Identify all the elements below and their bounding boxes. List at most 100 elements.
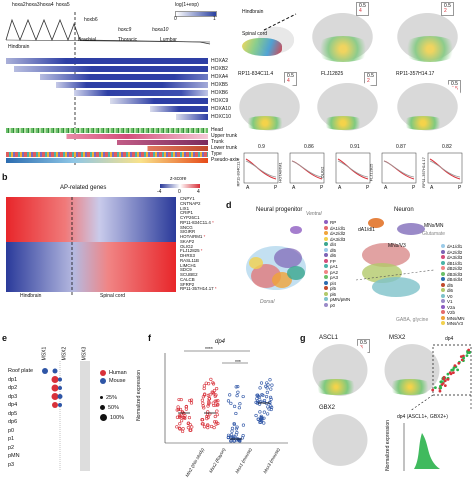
data-point [186, 426, 190, 430]
legend-swatch [441, 282, 445, 287]
dotplot [42, 361, 90, 471]
size-legend-item: 25% [100, 393, 127, 403]
data-point [214, 420, 218, 424]
panel-f-ylabel: Normalized expression [135, 370, 142, 421]
data-point [262, 399, 267, 403]
hox-gene-1: hoxa3 [26, 2, 40, 8]
data-point [265, 386, 269, 390]
data-point [269, 407, 273, 412]
dorsal-label: Dorsal [260, 299, 275, 305]
dot [52, 368, 58, 374]
data-point [210, 424, 214, 429]
curve-ref [245, 160, 277, 178]
panel-c: Hindbrain Spinal cord 0.5 4 0.5 2 RP11-8… [236, 0, 474, 200]
data-point [189, 428, 193, 432]
data-point [256, 394, 260, 398]
legend-swatch [324, 247, 328, 252]
curve-ref [291, 160, 323, 178]
corr-value: 0.91 [350, 144, 360, 150]
dashed-divider [263, 13, 297, 31]
inset-point [446, 372, 450, 376]
data-point [201, 401, 205, 405]
data-point [207, 399, 211, 404]
dotplot-column-label: MSX1 [41, 346, 48, 361]
axis-p: P [274, 185, 278, 191]
ap-gene-label: CRIP1 [180, 210, 193, 216]
gene-gbx2: GBX2 [319, 405, 336, 411]
data-point [254, 413, 258, 418]
panel-f-title: dp4 [215, 339, 226, 345]
inset-point [431, 388, 435, 392]
inset-point [460, 358, 464, 362]
data-point [213, 420, 217, 424]
track-label: Trunk [211, 139, 224, 145]
gene-label: HOXC10 [211, 114, 232, 120]
region-brachial: Brachial [78, 37, 97, 43]
legend-swatch [441, 266, 445, 270]
data-point [207, 401, 211, 405]
legend-text: pl6 [330, 291, 337, 297]
data-point [232, 436, 236, 441]
hox-schematic [5, 12, 211, 165]
data-point [200, 398, 204, 402]
dotplot-row-label: dp6 [8, 419, 18, 425]
data-point [228, 393, 232, 397]
data-point [256, 417, 260, 421]
legend-item: MNs/MN [441, 315, 465, 322]
dot [51, 384, 59, 392]
curve-gene-label: HOTAIRM1 [277, 162, 283, 183]
legend-swatch [324, 302, 328, 307]
hox-other-0: hoxb6 [84, 17, 98, 23]
data-point [258, 420, 262, 424]
data-point [215, 413, 219, 417]
hox-gene-0: hoxa2 [12, 2, 26, 8]
size-legend-item: 50% [100, 403, 127, 413]
data-point [258, 386, 262, 390]
legend-swatch [324, 231, 328, 235]
data-point [202, 406, 206, 410]
ap-gene-label: RASL11B [180, 257, 199, 263]
dotplot-row-label: p1 [8, 436, 15, 442]
data-point [180, 429, 185, 433]
legend-text: pl4 [330, 280, 337, 286]
data-point [177, 426, 182, 430]
dot [51, 376, 59, 383]
legend1-high: 4 [359, 8, 362, 14]
data-point [201, 422, 205, 426]
size-swatch [100, 414, 107, 422]
data-point [269, 387, 273, 391]
region-hindbrain: Hindbrain [8, 44, 30, 50]
inset-point [456, 368, 460, 372]
axis-hindbrain: Hindbrain [20, 293, 42, 299]
panel-letter-b: b [2, 172, 8, 182]
legend-text: dB2/dl2 [447, 266, 463, 271]
axis-a: A [430, 185, 434, 191]
legend-swatch [441, 277, 445, 281]
dotplot-row-label: Roof plate [8, 368, 34, 374]
legend-item: V2a [441, 304, 465, 311]
inset-point [467, 348, 471, 352]
data-point [181, 415, 185, 419]
dotplot-row-label: dp3 [8, 393, 18, 400]
axis-a: A [246, 185, 250, 191]
sig-1: **** [205, 347, 213, 353]
curve-gene-label: RP11-357H14.17 [420, 157, 426, 188]
legend-swatch [324, 297, 328, 301]
legend-item: FP [324, 258, 350, 265]
spinal-cord-label: Spinal cord [242, 31, 268, 37]
ap-gene-label: SCUBE2 [180, 272, 198, 277]
legend-low: 0.5 [360, 340, 367, 346]
ap-gene-label: SIGIRR [180, 229, 196, 235]
neural-progenitor-title: Neural progenitor [256, 207, 303, 213]
legend-swatch [324, 269, 328, 274]
spatial-map [305, 343, 375, 403]
gene-label: HOXB2 [211, 66, 228, 72]
star-icon: * [210, 219, 214, 225]
dotplot-row-label: p0 [8, 427, 15, 434]
axis-p: P [320, 185, 324, 191]
data-point [202, 386, 206, 391]
map-label: FLJ12825 [321, 71, 344, 77]
dot [52, 402, 58, 408]
legend-swatch [441, 288, 445, 292]
legend-title: log(1+exp) [175, 2, 199, 8]
